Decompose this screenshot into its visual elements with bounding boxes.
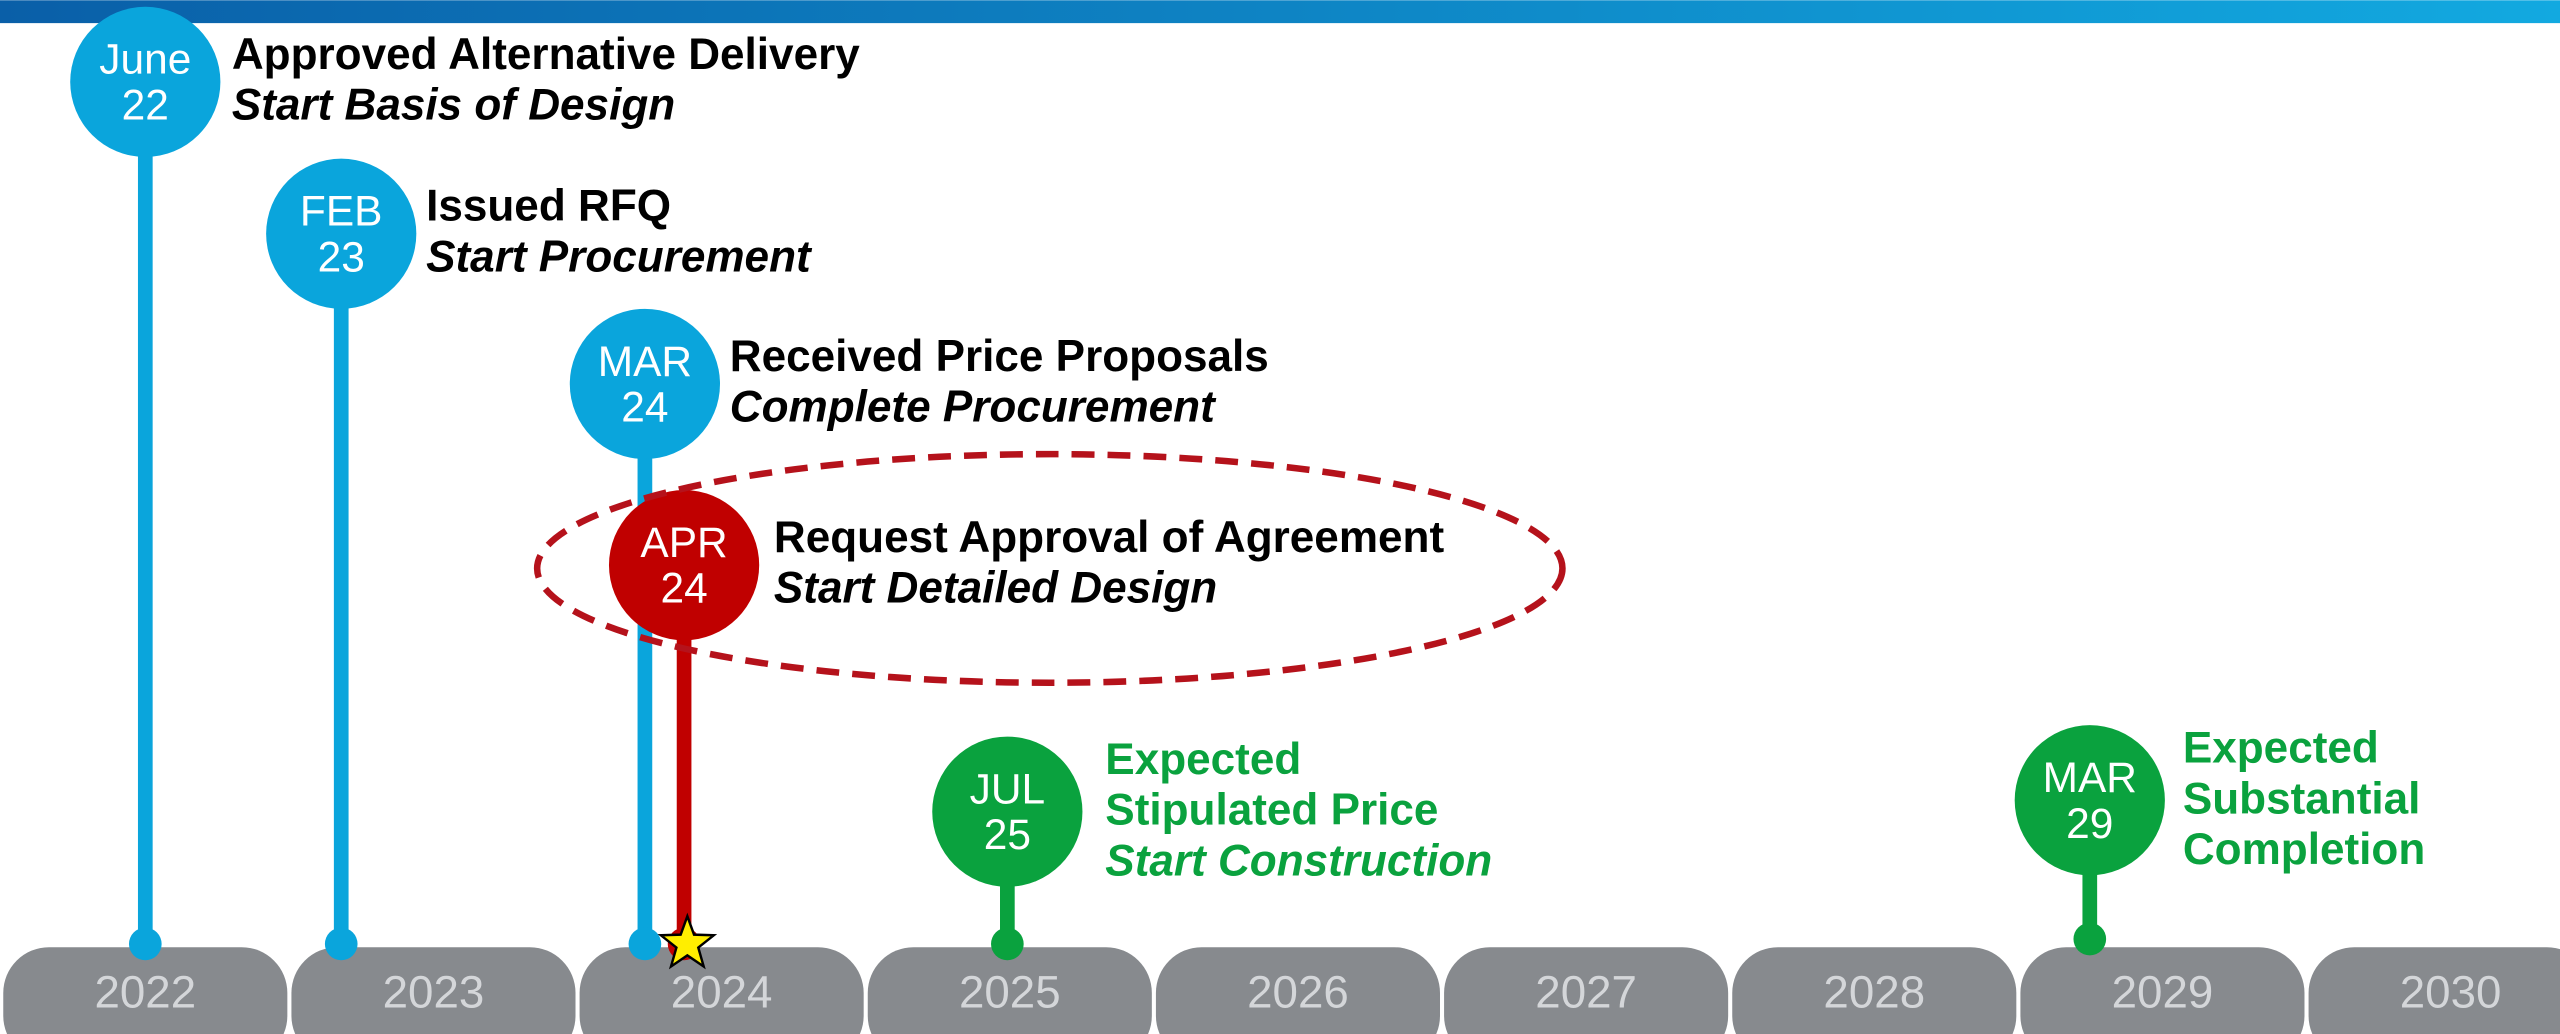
- highlight-ellipse: [533, 450, 1566, 686]
- milestone-title: Approved Alternative Delivery: [232, 30, 860, 79]
- milestone-title: Stipulated Price: [1105, 786, 1438, 835]
- year-label: 2028: [1823, 967, 1925, 1018]
- date-circle: [266, 158, 417, 309]
- milestone-subtitle: Start Detailed Design: [774, 564, 1217, 613]
- date-circle: [932, 736, 1083, 887]
- date-circle: [569, 308, 720, 460]
- year-label: 2027: [1535, 967, 1637, 1018]
- milestone-title: Request Approval of Agreement: [774, 513, 1445, 562]
- date-circle: [608, 490, 760, 641]
- milestone-title: Received Price Proposals: [730, 332, 1269, 381]
- month: MAR: [2043, 754, 2137, 801]
- month: JUL: [970, 766, 1045, 813]
- year-pill: [2020, 947, 2305, 1034]
- year-label: 2024: [671, 967, 773, 1018]
- year-label: 2026: [1247, 967, 1349, 1018]
- date-circle: [70, 6, 221, 158]
- stem-dot: [324, 927, 358, 961]
- year: 25: [984, 811, 1031, 858]
- year: 22: [122, 81, 169, 128]
- year-label: 2025: [959, 967, 1061, 1018]
- star: [657, 912, 718, 970]
- year-pill: [3, 947, 288, 1034]
- year-label: 2029: [2112, 967, 2214, 1018]
- header-bar: [0, 0, 2560, 24]
- month: June: [99, 36, 191, 83]
- year-pill: [1444, 947, 1729, 1034]
- year-pill: [2308, 947, 2560, 1034]
- year-pill: [291, 947, 576, 1034]
- stem-dot: [628, 927, 662, 961]
- stem-dot: [2073, 922, 2107, 956]
- milestone-subtitle: Start Procurement: [426, 232, 813, 281]
- year-label: 2030: [2400, 967, 2502, 1018]
- milestone-subtitle: Start Basis of Design: [232, 80, 675, 129]
- month: FEB: [300, 188, 383, 235]
- year: 24: [660, 565, 707, 612]
- year-pill: [1732, 947, 2017, 1034]
- year: 24: [621, 383, 668, 430]
- year-pill: [867, 947, 1152, 1034]
- month: APR: [640, 519, 727, 566]
- milestone-title: Substantial: [2183, 774, 2421, 823]
- milestone-title: Completion: [2183, 825, 2425, 874]
- milestone-title: Expected: [2183, 724, 2379, 773]
- milestone-subtitle: Complete Procurement: [730, 382, 1217, 431]
- year-pill: [1155, 947, 1440, 1034]
- year-label: 2023: [383, 967, 485, 1018]
- year-label: 2022: [94, 967, 196, 1018]
- date-circle: [2014, 725, 2165, 876]
- stem-dot: [128, 927, 162, 961]
- stem-dot: [991, 927, 1024, 961]
- milestone-title: Expected: [1105, 735, 1301, 784]
- month: MAR: [598, 338, 692, 385]
- milestone-subtitle: Start Construction: [1105, 836, 1492, 885]
- year-pill: [579, 947, 864, 1034]
- milestone-title: Issued RFQ: [426, 182, 671, 231]
- year: 23: [318, 233, 365, 280]
- year: 29: [2066, 800, 2113, 847]
